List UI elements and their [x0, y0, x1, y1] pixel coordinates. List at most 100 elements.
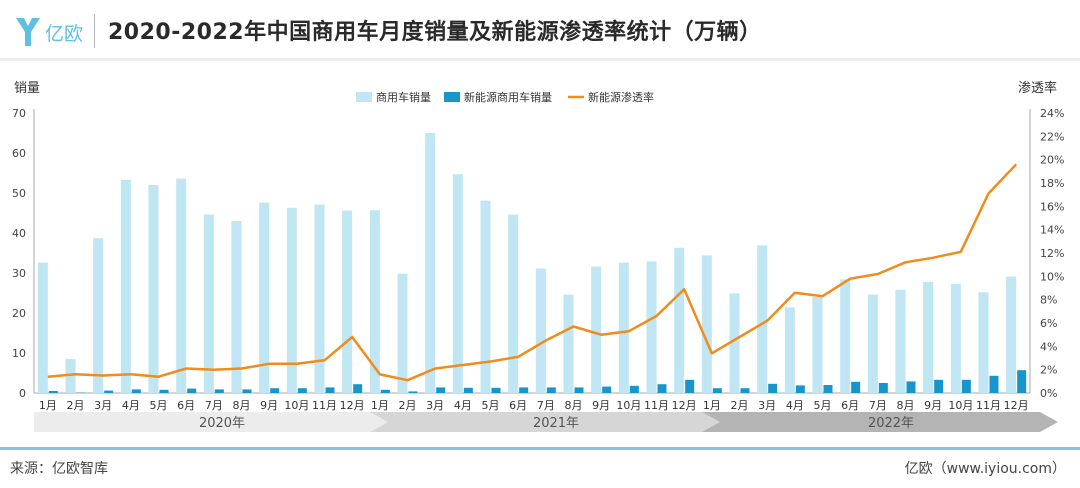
- x-tick-label: 6月: [841, 399, 859, 412]
- legend-label-total: 商用车销量: [376, 90, 431, 104]
- y2-tick-label: 6%: [1040, 317, 1057, 330]
- page-title: 2020-2022年中国商用车月度销量及新能源渗透率统计（万辆）: [108, 20, 762, 45]
- nev-sales-bar: [657, 384, 667, 393]
- y2-tick-label: 0%: [1040, 387, 1057, 400]
- total-sales-bar: [452, 174, 463, 393]
- nev-sales-bar: [906, 381, 916, 393]
- x-tick-label: 7月: [869, 399, 887, 412]
- nev-sales-bar: [851, 381, 861, 393]
- nev-sales-bar: [131, 389, 141, 393]
- y-tick-label: 0: [19, 387, 26, 400]
- total-sales-bar: [840, 279, 851, 393]
- nev-sales-bar: [878, 383, 888, 393]
- total-sales-bar: [563, 294, 574, 393]
- nev-sales-bar: [934, 379, 944, 393]
- nev-sales-bar: [187, 388, 197, 393]
- nev-sales-bar: [519, 387, 529, 393]
- yiou-logo: 亿欧: [16, 18, 83, 46]
- nev-sales-bar: [491, 387, 501, 393]
- y2-tick-label: 8%: [1040, 294, 1057, 307]
- total-sales-bar: [148, 185, 159, 393]
- x-tick-label: 2月: [731, 399, 749, 412]
- y2-tick-label: 2%: [1040, 364, 1057, 377]
- nev-sales-bar: [740, 388, 750, 393]
- nev-sales-bar: [463, 387, 473, 393]
- header-divider: [94, 14, 95, 48]
- total-sales-bar: [120, 179, 131, 393]
- legend-swatch-total: [356, 92, 372, 102]
- nev-sales-bar: [436, 387, 446, 393]
- x-tick-label: 7月: [205, 399, 223, 412]
- x-tick-label: 1月: [371, 399, 389, 412]
- x-tick-label: 10月: [948, 399, 973, 412]
- total-sales-bar: [757, 245, 768, 393]
- y-tick-label: 10: [12, 347, 26, 360]
- y-tick-label: 20: [12, 307, 26, 320]
- total-sales-bar: [425, 133, 436, 393]
- nev-sales-bar: [325, 387, 335, 393]
- x-tick-label: 9月: [260, 399, 278, 412]
- total-sales-bar: [1006, 276, 1017, 393]
- total-sales-bar: [65, 359, 76, 393]
- nev-sales-bar: [159, 389, 169, 393]
- total-sales-bar: [867, 294, 878, 393]
- yiou-logo-mark: [16, 18, 40, 46]
- x-tick-label: 9月: [592, 399, 610, 412]
- total-sales-bar: [812, 297, 823, 393]
- nev-sales-bar: [242, 389, 252, 393]
- x-tick-label: 11月: [644, 399, 669, 412]
- total-sales-bar: [618, 262, 629, 393]
- x-tick-label: 9月: [924, 399, 942, 412]
- year-band: [370, 412, 720, 432]
- x-tick-label: 7月: [537, 399, 555, 412]
- y-axis-title: 销量: [14, 81, 40, 96]
- year-band: [34, 412, 388, 432]
- x-tick-label: 3月: [758, 399, 776, 412]
- total-sales-bar: [895, 289, 906, 393]
- y-tick-label: 30: [12, 267, 26, 280]
- total-sales-bar: [646, 261, 657, 393]
- total-sales-bar: [480, 200, 491, 393]
- x-tick-label: 6月: [509, 399, 527, 412]
- total-sales-bar: [784, 307, 795, 393]
- total-sales-bar: [729, 293, 740, 393]
- total-sales-bar: [231, 221, 242, 393]
- total-sales-bar: [535, 268, 546, 393]
- sales-chart: 销量 渗透率 0 10 20 30 40 50 60 70 0% 2% 4% 6% 8% 10% 12% 14% 1…: [12, 80, 1064, 432]
- x-tick-label: 3月: [94, 399, 112, 412]
- legend-label-rate: 新能源渗透率: [588, 90, 654, 104]
- header-bar: 亿欧 2020-2022年中国商用车月度销量及新能源渗透率统计（万辆）: [0, 0, 1080, 62]
- total-sales-bar: [674, 247, 685, 393]
- y2-tick-label: 12%: [1040, 247, 1064, 260]
- total-sales-bar: [397, 273, 408, 393]
- nev-sales-bar: [353, 384, 363, 393]
- total-sales-bar: [203, 214, 214, 393]
- total-sales-bar: [950, 283, 961, 393]
- nev-sales-bar: [546, 387, 556, 393]
- nev-sales-bar: [712, 388, 722, 393]
- y2-tick-label: 14%: [1040, 224, 1064, 237]
- x-tick-label: 12月: [340, 399, 365, 412]
- x-tick-label: 11月: [312, 399, 337, 412]
- nev-sales-bar: [989, 375, 999, 393]
- x-tick-label: 3月: [426, 399, 444, 412]
- year-label: 2021年: [533, 416, 579, 431]
- nev-sales-bar: [297, 388, 307, 393]
- year-label: 2022年: [868, 416, 914, 431]
- y2-tick-label: 4%: [1040, 340, 1057, 353]
- total-sales-bar: [342, 210, 353, 393]
- x-tick-label: 11月: [976, 399, 1001, 412]
- x-tick-label: 4月: [786, 399, 804, 412]
- nev-sales-bar: [270, 388, 280, 393]
- legend-swatch-nev: [444, 92, 460, 102]
- x-tick-label: 2月: [67, 399, 85, 412]
- logo-text: 亿欧: [45, 23, 83, 45]
- total-sales-bar: [923, 281, 934, 393]
- total-sales-bar: [93, 238, 104, 393]
- y2-tick-label: 24%: [1040, 107, 1064, 120]
- y-tick-label: 70: [12, 107, 26, 120]
- y2-tick-label: 10%: [1040, 270, 1064, 283]
- x-tick-label: 10月: [616, 399, 641, 412]
- x-tick-label: 8月: [897, 399, 915, 412]
- nev-sales-bar: [408, 391, 418, 393]
